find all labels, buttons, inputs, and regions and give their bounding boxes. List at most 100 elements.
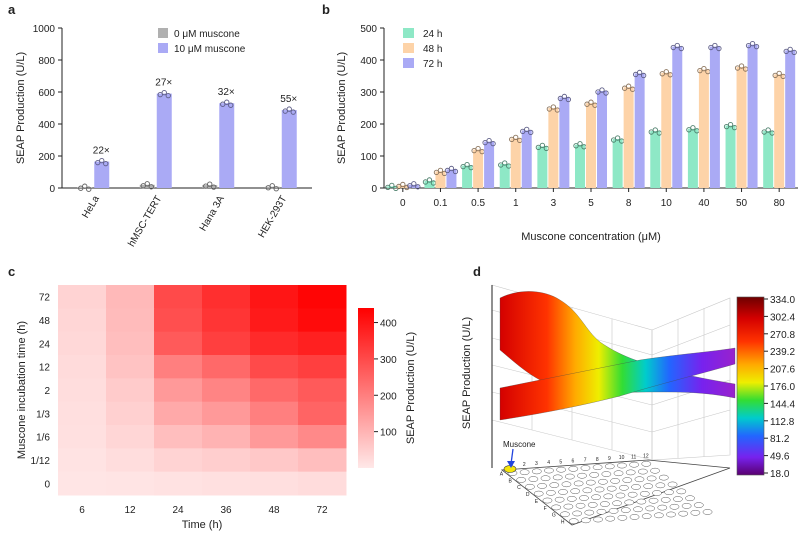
plate-well [619,484,629,491]
d-colorbar-tick-label: 334.0 [770,295,795,306]
plate-row-label: C [517,485,521,491]
plate-column-label: 6 [572,458,575,464]
b-y-tick-label: 400 [360,56,377,67]
plate-well [660,497,671,503]
c-heatmap-cell [250,308,299,333]
a-y-tick-label: 1000 [33,24,56,35]
b-bar [462,165,473,188]
plate-well [648,497,659,504]
plate-column-label: 11 [631,454,636,460]
c-heatmap-cell [106,448,155,473]
a-y-tick-label: 200 [38,152,55,163]
replicate-dot [749,40,756,47]
plate-column-label: 4 [547,460,550,466]
replicate-dot [738,63,745,69]
c-heatmap-cell [202,308,251,333]
replicate-dot [697,67,703,74]
a-fold-annotation: 55× [280,94,297,105]
plate-well [645,505,655,512]
b-bar [537,146,548,188]
plate-well [563,503,574,510]
b-bar [763,131,774,188]
replicate-dot [407,183,413,189]
a-x-tick-label: HeLa [80,194,102,221]
replicate-dot [610,137,617,143]
replicate-dot [269,183,275,189]
c-heatmap-cell [106,471,155,496]
replicate-dot [265,185,271,191]
plate-well [558,489,568,495]
c-y-tick-label: 48 [39,316,51,327]
plate-column-label: 10 [619,455,625,461]
plate-well [566,496,577,502]
c-heatmap-cell [58,401,107,426]
panel-label-b: b [322,2,330,17]
c-heatmap-cell [298,448,347,473]
plate-column-label: 9 [608,456,611,462]
plate-well [605,515,616,522]
replicate-dot [433,169,440,176]
c-colorbar-tick-label: 400 [380,319,397,330]
b-bar [785,50,796,189]
b-x-axis-label: Muscone concentration (μM) [521,231,661,243]
replicate-dot [165,92,171,99]
replicate-dot [701,65,707,72]
b-y-tick-label: 200 [360,120,377,131]
plate-well [531,468,542,475]
replicate-dot [625,83,632,89]
c-heatmap-cell [298,285,347,309]
panel-c-heatmap: 72 48 24 12 2 1/3 1/6 1/12 0 6 12 24 36 48 72 Time (h) M… [16,285,417,531]
a-bar [77,187,93,188]
replicate-dot [674,42,680,49]
b-x-tick-label: 0.5 [471,198,485,209]
replicate-dot [444,167,451,174]
d-colorbar-tick-label: 176.0 [770,382,795,393]
c-y-axis-label: Muscone incubation time (h) [16,321,28,459]
replicate-dot [389,182,395,189]
c-y-tick-label: 72 [39,293,51,304]
c-x-tick-label: 6 [79,505,85,516]
c-heatmap-cell [106,285,155,309]
a-y-tick-label: 0 [49,184,55,195]
b-bar [698,69,709,188]
replicate-dot [520,128,526,135]
plate-well [655,482,666,489]
c-heatmap-cell [106,378,155,403]
c-x-tick-label: 48 [268,505,280,516]
plate-well [633,506,643,513]
a-y-tick-label: 400 [38,120,55,131]
a-bar [219,103,235,188]
c-heatmap-cell [154,308,203,333]
a-fold-annotation: 22× [93,146,110,157]
c-heatmap-cell [154,378,203,403]
c-heatmap-cell [202,401,251,426]
replicate-dot [482,139,488,146]
replicate-dot [550,104,557,110]
plate-well [620,507,631,513]
replicate-dot [652,127,658,133]
replicate-dot [475,145,481,152]
replicate-dot [753,43,760,50]
b-bar [709,46,720,189]
plate-well [560,511,570,518]
plate-well [554,496,565,503]
replicate-dot [282,108,288,114]
c-x-tick-label: 36 [220,505,232,516]
c-y-tick-label: 1/12 [31,456,51,467]
plate-well [643,483,654,489]
replicate-dot [723,123,730,130]
c-heatmap-cell [298,471,347,496]
replicate-dot [712,42,718,49]
replicate-dot [663,69,669,75]
b-bar [473,149,484,188]
replicate-dot [95,159,101,166]
plate-well [587,502,598,508]
b-bar [499,164,510,188]
replicate-dot [82,183,88,189]
plate-well [693,502,704,508]
replicate-dot [783,48,789,55]
muscone-arrow-head [507,461,515,468]
replicate-dot [273,186,279,192]
b-x-tick-label: 50 [736,198,748,209]
